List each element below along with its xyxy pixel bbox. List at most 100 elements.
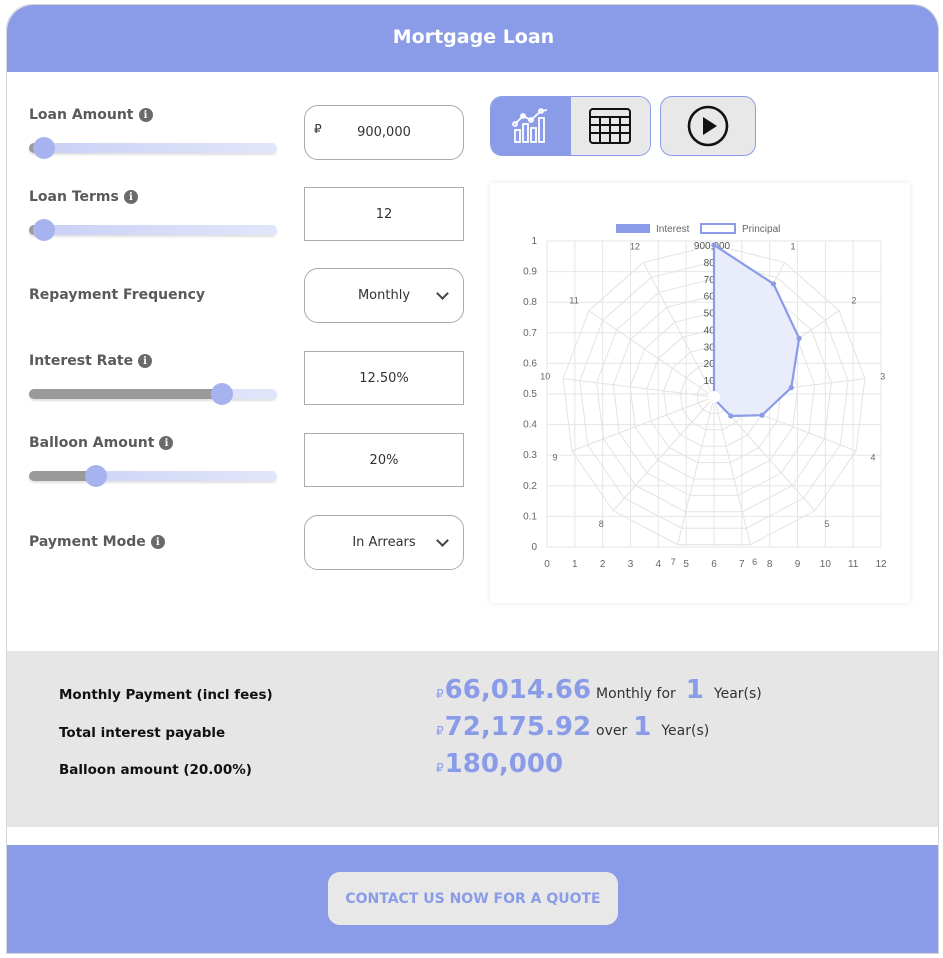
- loan-terms-slider[interactable]: [29, 219, 277, 241]
- info-icon[interactable]: i: [123, 190, 138, 204]
- chart-icon: [511, 108, 547, 143]
- interest-rate-input[interactable]: 12.50%: [304, 351, 464, 405]
- loan-terms-label: Loan Terms i: [29, 189, 138, 205]
- total-interest-label: Total interest payable: [59, 725, 226, 741]
- y-tick-label: 0.6: [523, 358, 537, 369]
- calculator-frame: Mortgage Loan Loan Amount i ₽ 900,000 Lo…: [6, 4, 939, 954]
- radar-chart: 0 1 2 3 4 5 6 7 8 9 10 11 1200.10.20.30.40.50.60.70.…: [523, 222, 887, 570]
- radar-spoke: [563, 378, 715, 398]
- x-tick-label: 10: [820, 559, 832, 570]
- series-principal-point: [711, 242, 717, 248]
- chevron-down-icon: [436, 286, 449, 300]
- radial-tick-label: 500: [704, 309, 721, 320]
- footer: CONTACT US NOW FOR A QUOTE: [7, 845, 938, 953]
- radar-category-label: 3: [880, 372, 885, 382]
- radial-tick-label: 600: [704, 292, 721, 303]
- radar-category-label: 5: [824, 519, 829, 529]
- x-tick-label: 0: [544, 559, 550, 570]
- radar-category-label: 9: [553, 452, 558, 462]
- info-icon[interactable]: i: [138, 354, 153, 368]
- info-icon[interactable]: i: [150, 535, 165, 549]
- total-interest-unit: Year(s): [661, 723, 710, 739]
- radar-grid-ring: [612, 295, 816, 496]
- legend-label-principal: Principal: [742, 224, 780, 235]
- series-principal-point: [788, 385, 794, 391]
- series-principal-area: [712, 242, 801, 418]
- radar-category-label: 1: [790, 241, 795, 251]
- radial-tick-label: 800: [704, 258, 721, 269]
- series-principal-point: [759, 412, 765, 418]
- y-tick-label: 0.3: [523, 450, 537, 461]
- info-icon[interactable]: i: [159, 436, 174, 450]
- loan-amount-input[interactable]: ₽ 900,000: [304, 105, 464, 160]
- info-icon[interactable]: i: [138, 108, 153, 122]
- radial-tick-label: 400: [704, 325, 721, 336]
- x-tick-label: 1: [572, 559, 578, 570]
- series-principal-point: [728, 413, 734, 419]
- payment-mode-select[interactable]: In Arrears: [304, 515, 464, 570]
- play-button[interactable]: [660, 96, 756, 156]
- loan-terms-input[interactable]: 12: [304, 187, 464, 241]
- total-interest-amount: 72,175.92: [444, 712, 592, 742]
- loan-amount-label: Loan Amount i: [29, 107, 153, 123]
- y-tick-label: 0.9: [523, 267, 537, 278]
- monthly-payment-amount: 66,014.66: [444, 675, 592, 705]
- interest-rate-slider[interactable]: [29, 383, 277, 405]
- radar-spoke: [571, 396, 715, 452]
- radar-category-label: 7: [671, 557, 676, 567]
- slider-thumb[interactable]: [84, 465, 107, 487]
- radial-tick-label: 200: [704, 359, 721, 370]
- x-tick-label: 11: [848, 559, 859, 570]
- y-tick-label: 0.8: [523, 297, 537, 308]
- slider-thumb[interactable]: [211, 383, 234, 405]
- total-interest-value: ₽ 72,175.92 over 1 Year(s): [436, 712, 709, 742]
- x-tick-label: 7: [739, 559, 745, 570]
- legend-swatch-principal: [700, 223, 736, 234]
- balloon-result-amount: 180,000: [444, 749, 564, 779]
- x-tick-label: 9: [795, 559, 801, 570]
- monthly-payment-years: 1: [685, 675, 704, 705]
- currency-symbol: ₽: [436, 687, 444, 701]
- currency-symbol: ₽: [436, 761, 444, 775]
- monthly-payment-label: Monthly Payment (incl fees): [59, 687, 273, 703]
- radial-tick-label: 100: [704, 376, 721, 387]
- currency-symbol: ₽: [314, 122, 322, 136]
- loan-amount-slider[interactable]: [29, 137, 277, 159]
- table-view-button[interactable]: [570, 97, 650, 155]
- radar-spoke: [612, 396, 715, 512]
- series-principal-point: [796, 335, 802, 341]
- radar-category-label: 11: [569, 295, 578, 305]
- monthly-payment-frequency: Monthly for: [596, 686, 676, 702]
- legend-swatch-interest: [616, 224, 650, 233]
- radar-grid-ring: [562, 244, 866, 546]
- radial-tick-label: 300: [704, 342, 721, 353]
- balloon-amount-slider[interactable]: [29, 465, 277, 487]
- radar-grid-ring: [596, 278, 832, 513]
- x-tick-label: 4: [656, 559, 662, 570]
- radar-category-label: 10: [540, 372, 550, 382]
- radar-spoke: [713, 396, 751, 545]
- chart-view-button[interactable]: [491, 97, 571, 155]
- radar-spoke: [677, 396, 715, 545]
- radar-spoke: [588, 310, 715, 398]
- balloon-amount-input[interactable]: 20%: [304, 433, 464, 487]
- radar-center-dot: [708, 391, 720, 403]
- legend-label-interest: Interest: [656, 224, 690, 235]
- chevron-down-icon: [436, 533, 449, 547]
- repayment-frequency-select[interactable]: Monthly: [304, 268, 464, 323]
- slider-thumb[interactable]: [32, 219, 55, 241]
- monthly-payment-unit: Year(s): [713, 686, 762, 702]
- y-tick-label: 0.2: [523, 481, 537, 492]
- series-principal-point: [770, 281, 777, 287]
- balloon-result-value: ₽ 180,000: [436, 749, 563, 779]
- x-tick-label: 3: [628, 559, 634, 570]
- x-tick-label: 6: [711, 559, 717, 570]
- y-tick-label: 0.7: [523, 328, 537, 339]
- slider-thumb[interactable]: [32, 137, 55, 159]
- monthly-payment-value: ₽ 66,014.66 Monthly for 1 Year(s): [436, 675, 762, 705]
- contact-quote-button[interactable]: CONTACT US NOW FOR A QUOTE: [328, 872, 618, 925]
- results-panel: Monthly Payment (incl fees) ₽ 66,014.66 …: [7, 651, 938, 827]
- radar-category-label: 4: [870, 452, 875, 462]
- currency-symbol: ₽: [436, 724, 444, 738]
- balloon-amount-label: Balloon Amount i: [29, 435, 174, 451]
